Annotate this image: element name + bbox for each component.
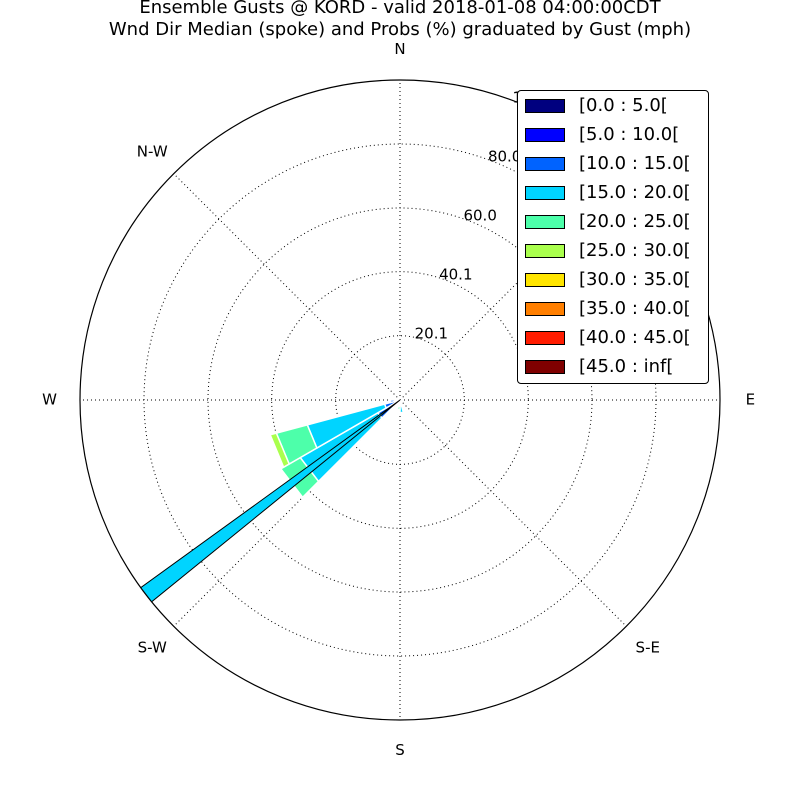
legend-swatch (525, 215, 565, 229)
legend-swatch (525, 157, 565, 171)
legend-label: [30.0 : 35.0[ (579, 269, 691, 290)
legend-item: [40.0 : 45.0[ (525, 327, 691, 348)
legend-item: [20.0 : 25.0[ (525, 211, 691, 232)
legend-swatch (525, 273, 565, 287)
polar-grid (79, 79, 721, 721)
grid-spoke (399, 399, 627, 627)
grid-spoke (399, 173, 627, 401)
legend-label: [5.0 : 10.0[ (579, 124, 680, 145)
legend-swatch (525, 331, 565, 345)
legend-swatch (525, 99, 565, 113)
legend-swatch (525, 360, 565, 374)
legend-item: [45.0 : inf[ (525, 356, 674, 377)
legend-label: [10.0 : 15.0[ (579, 153, 691, 174)
median-spoke (140, 399, 401, 603)
legend-label: [45.0 : inf[ (579, 356, 674, 377)
legend-item: [15.0 : 20.0[ (525, 182, 691, 203)
legend-label: [35.0 : 40.0[ (579, 298, 691, 319)
legend-item: [30.0 : 35.0[ (525, 269, 691, 290)
direction-label-southeast: S-E (636, 638, 660, 656)
radial-tick-label: 20.1 (415, 325, 448, 343)
chart-subtitle: Wnd Dir Median (spoke) and Probs (%) gra… (108, 19, 692, 40)
legend-swatch (525, 186, 565, 200)
gust-legend: [0.0 : 5.0[ [5.0 : 10.0[ [10.0 : 15.0[ [15.… (517, 90, 709, 384)
legend-item: [10.0 : 15.0[ (525, 153, 691, 174)
legend-swatch (525, 128, 565, 142)
legend-item: [25.0 : 30.0[ (525, 240, 691, 261)
median-direction-spoke (140, 399, 401, 603)
direction-label-north: N (394, 40, 405, 58)
radial-tick-label: 40.1 (439, 265, 472, 283)
grid-spoke (173, 399, 401, 627)
legend-label: [40.0 : 45.0[ (579, 327, 691, 348)
radial-tick-label: 60.0 (463, 207, 496, 225)
direction-label-east: E (746, 391, 755, 409)
rose-bar-segment (396, 405, 401, 411)
legend-swatch (525, 302, 565, 316)
direction-label-west: W (42, 391, 57, 409)
legend-item: [35.0 : 40.0[ (525, 298, 691, 319)
legend-label: [15.0 : 20.0[ (579, 182, 691, 203)
legend-label: [0.0 : 5.0[ (579, 95, 668, 116)
legend-label: [20.0 : 25.0[ (579, 211, 691, 232)
chart-title: Ensemble Gusts @ KORD - valid 2018-01-08… (139, 0, 661, 18)
radial-tick-label: 80.0 (488, 147, 521, 165)
rose-bar-segment (389, 399, 401, 404)
legend-item: [5.0 : 10.0[ (525, 124, 680, 145)
grid-spoke (173, 173, 401, 401)
rose-bar-segment (269, 432, 291, 469)
direction-label-south: S (395, 741, 405, 759)
legend-item: [0.0 : 5.0[ (525, 95, 668, 116)
direction-label-northwest: N-W (137, 143, 168, 161)
legend-label: [25.0 : 30.0[ (579, 240, 691, 261)
outer-ring (79, 79, 721, 721)
direction-label-southwest: S-W (138, 638, 167, 656)
legend-swatch (525, 244, 565, 258)
